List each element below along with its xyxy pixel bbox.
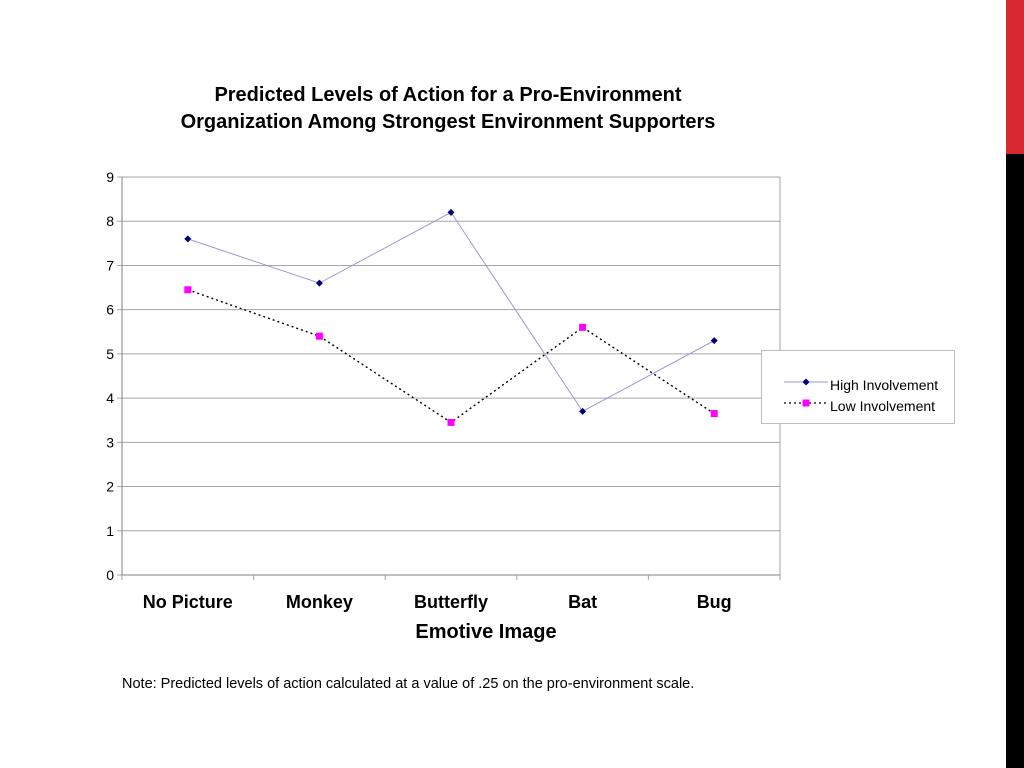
legend-item-low: Low Involvement bbox=[762, 396, 956, 416]
point-low-0 bbox=[184, 286, 192, 294]
point-high-0 bbox=[184, 235, 192, 243]
legend-swatch-low bbox=[784, 399, 828, 407]
x-axis-title: Emotive Image bbox=[415, 621, 556, 643]
legend-swatch-high bbox=[784, 378, 828, 386]
x-tick-label-butterfly: Butterfly bbox=[414, 592, 488, 612]
y-tick-label-8: 8 bbox=[106, 213, 114, 229]
chart-note: Note: Predicted levels of action calcula… bbox=[122, 676, 695, 692]
y-tick-label-3: 3 bbox=[106, 434, 114, 450]
y-tick-label-4: 4 bbox=[106, 390, 114, 406]
chart-title-line-2: Organization Among Strongest Environment… bbox=[180, 111, 716, 133]
chart-legend: High Involvement Low Involvement bbox=[761, 350, 955, 424]
chart-title: Predicted Levels of Action for a Pro-Env… bbox=[120, 82, 776, 136]
legend-label-low: Low Involvement bbox=[830, 398, 936, 414]
y-tick-label-1: 1 bbox=[106, 523, 114, 539]
y-tick-label-2: 2 bbox=[106, 479, 114, 495]
y-tick-label-6: 6 bbox=[106, 302, 114, 318]
series-line-high bbox=[187, 211, 715, 413]
point-low-2 bbox=[447, 418, 455, 426]
legend-item-high: High Involvement bbox=[762, 375, 956, 395]
accent-bar-red bbox=[1006, 0, 1024, 154]
x-tick-label-bat: Bat bbox=[568, 592, 597, 612]
accent-bar-black bbox=[1006, 154, 1024, 768]
line-chart: 0 1 2 3 4 5 6 7 8 9 No Picture Monkey Butterfly Bat Bu… bbox=[106, 169, 781, 643]
chart-title-line-1: Predicted Levels of Action for a Pro-Env… bbox=[214, 84, 682, 106]
x-tick-label-monkey: Monkey bbox=[286, 592, 353, 612]
y-tick-label-7: 7 bbox=[106, 257, 114, 273]
point-low-3 bbox=[579, 323, 587, 331]
y-tick-label-5: 5 bbox=[106, 346, 114, 362]
x-tick-label-bug: Bug bbox=[697, 592, 732, 612]
legend-label-high: High Involvement bbox=[830, 377, 939, 393]
point-high-4 bbox=[710, 337, 718, 345]
y-tick-label-9: 9 bbox=[106, 169, 114, 185]
point-low-4 bbox=[710, 410, 718, 418]
point-high-1 bbox=[315, 279, 323, 287]
point-low-1 bbox=[315, 332, 323, 340]
x-tick-label-no-picture: No Picture bbox=[143, 592, 233, 612]
point-high-2 bbox=[447, 208, 455, 216]
y-tick-label-0: 0 bbox=[106, 567, 114, 583]
point-high-3 bbox=[579, 407, 587, 415]
